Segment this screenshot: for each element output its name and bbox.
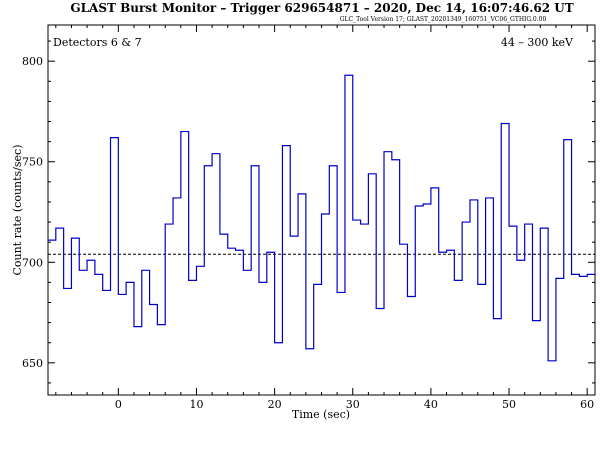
energy-range-annotation: 44 – 300 keV (501, 36, 574, 49)
y-axis-ticks: 650 700 750 800 (22, 40, 595, 384)
x-axis-label: Time (sec) (292, 408, 350, 421)
x-tick-label: 40 (424, 398, 438, 411)
detector-annotation: Detectors 6 & 7 (53, 36, 142, 49)
series-group (48, 74, 595, 362)
x-tick-label: 20 (268, 398, 282, 411)
count-rate-series (48, 74, 595, 362)
x-tick-label: 10 (189, 398, 203, 411)
x-tick-label: 0 (115, 398, 122, 411)
chart-subtitle: GLC_Tool Version 17; GLAST_20201349_1607… (340, 16, 547, 23)
y-tick-label: 650 (22, 357, 43, 370)
x-axis-ticks: 0 10 20 30 40 50 60 (55, 25, 594, 411)
y-tick-label: 750 (22, 156, 43, 169)
y-axis-label: Count rate (counts/sec) (11, 145, 24, 276)
chart-title: GLAST Burst Monitor – Trigger 629654871 … (70, 1, 573, 15)
y-tick-label: 700 (22, 256, 43, 269)
x-tick-label: 30 (346, 398, 360, 411)
y-tick-label: 800 (22, 55, 43, 68)
x-tick-label: 50 (502, 398, 516, 411)
x-tick-label: 60 (580, 398, 594, 411)
